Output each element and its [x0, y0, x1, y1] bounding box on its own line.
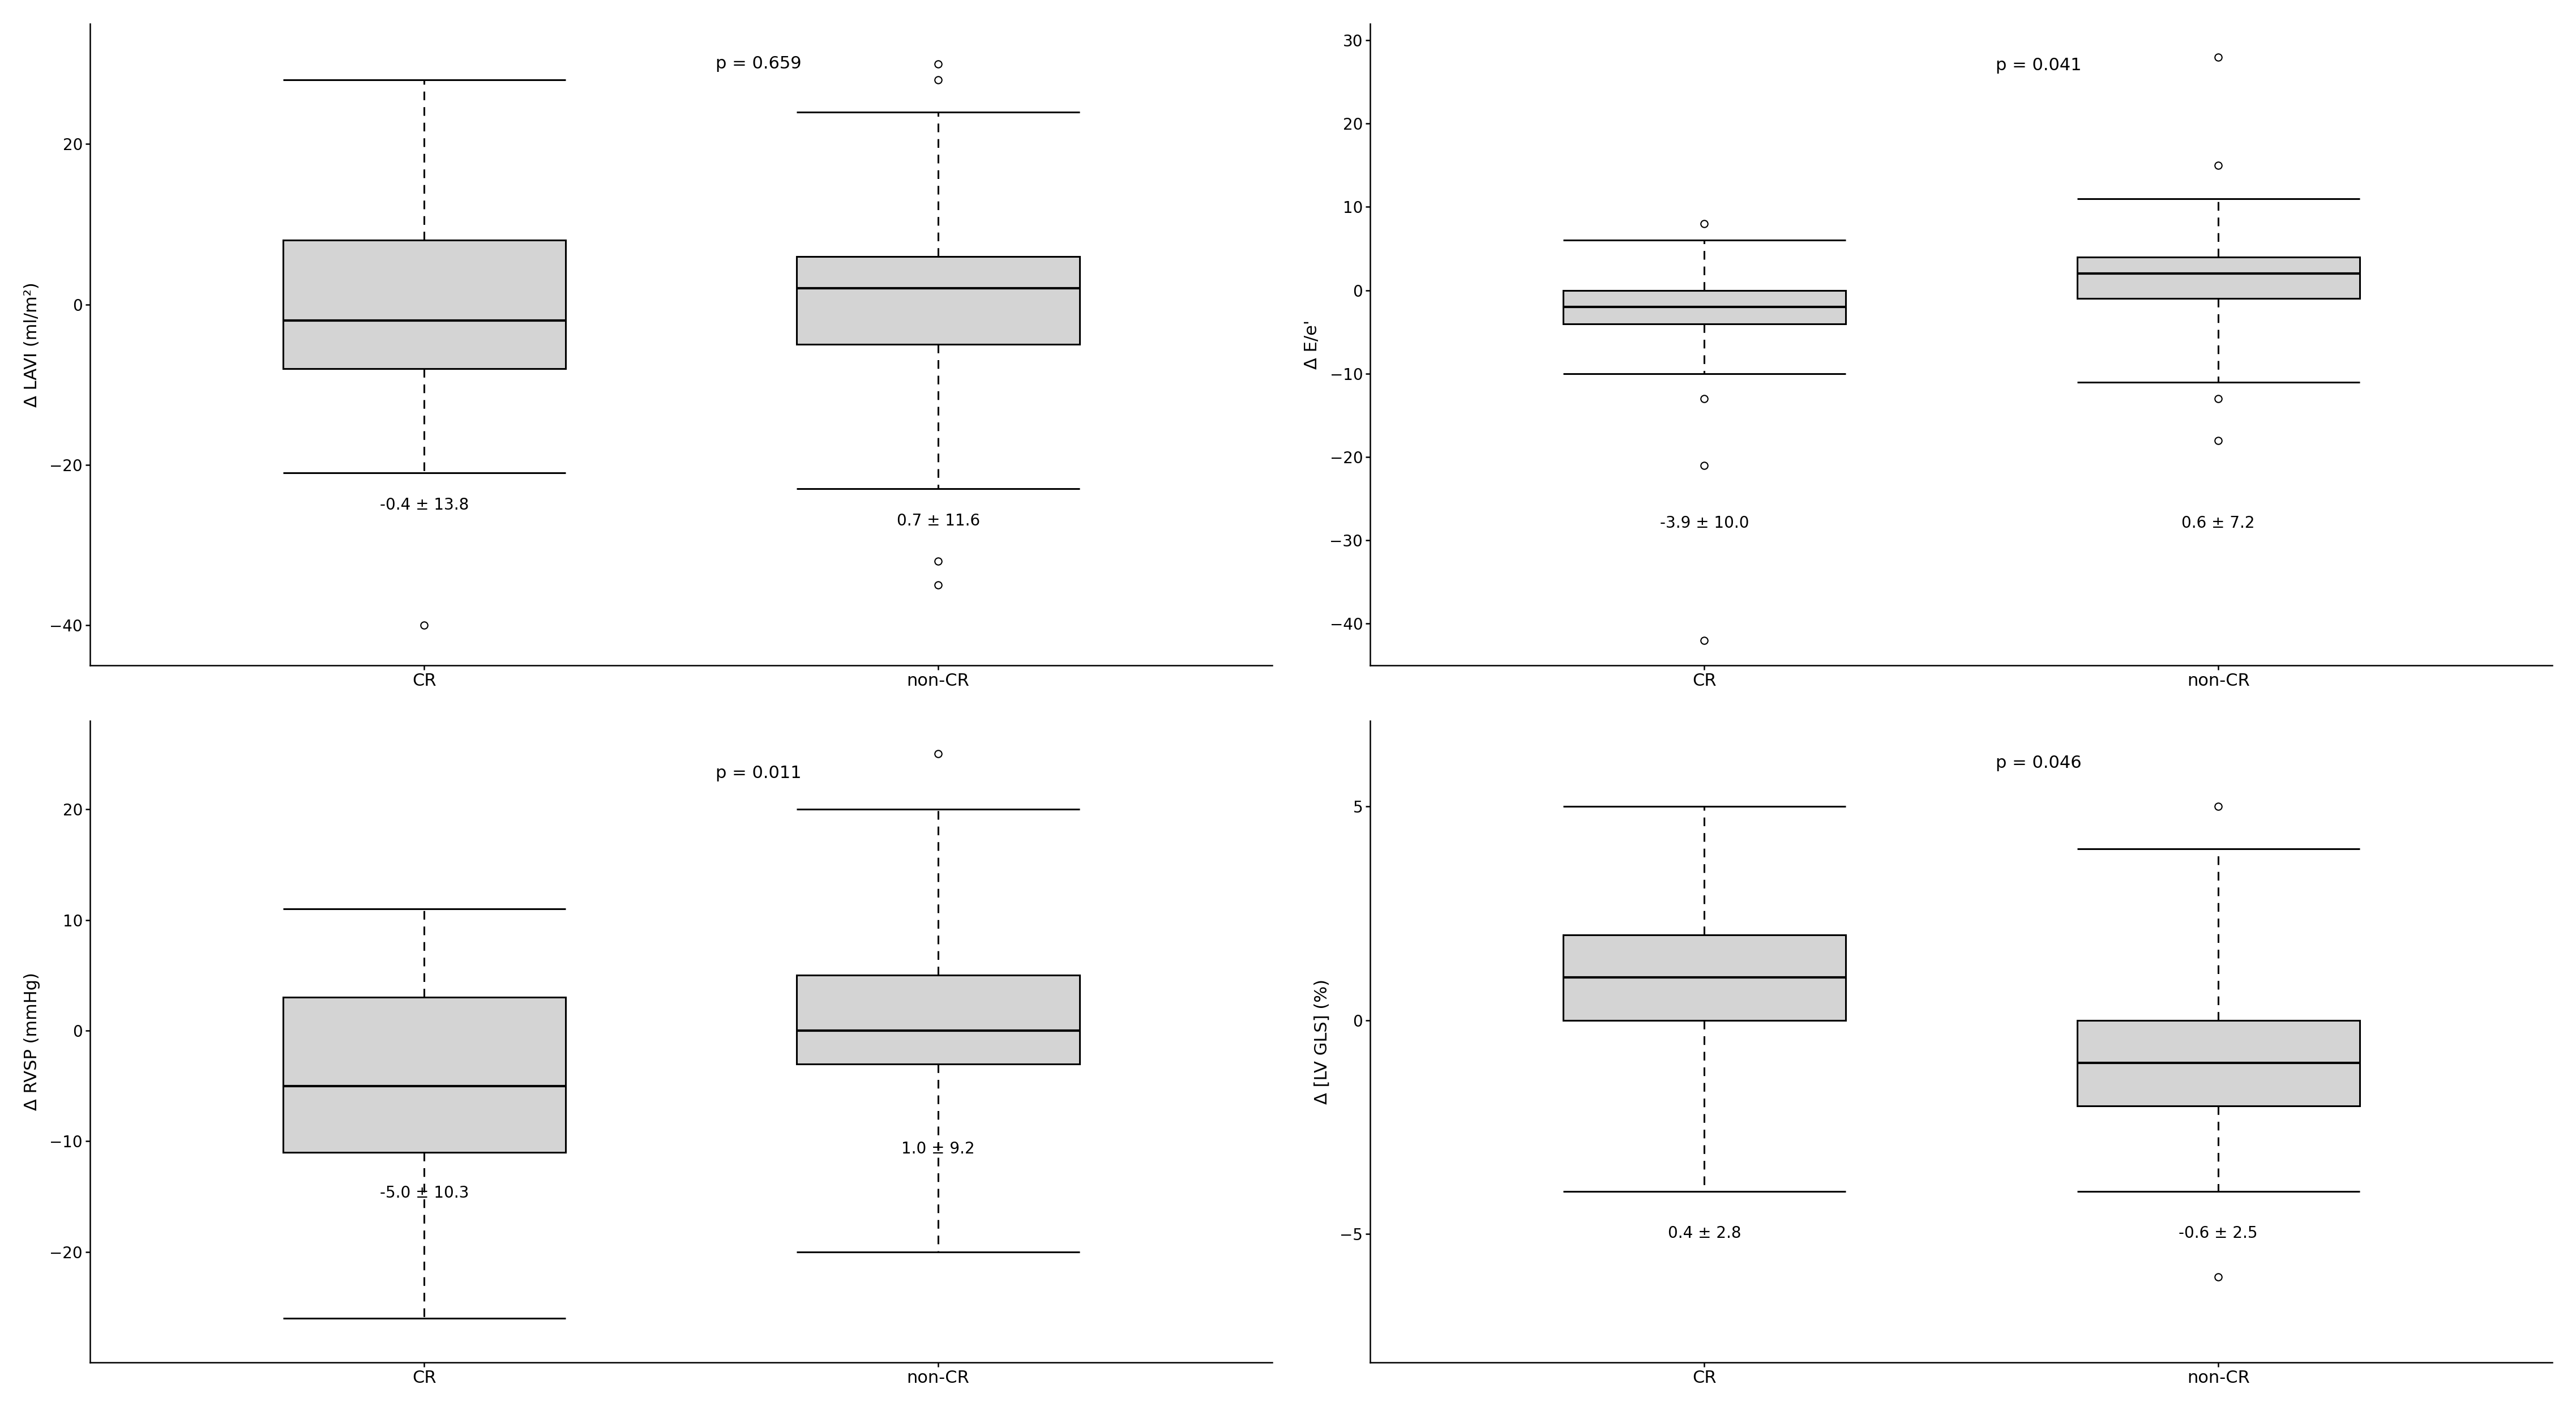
- Text: -0.4 ± 13.8: -0.4 ± 13.8: [379, 496, 469, 513]
- Text: p = 0.046: p = 0.046: [1996, 754, 2081, 771]
- Text: 0.7 ± 11.6: 0.7 ± 11.6: [896, 513, 979, 529]
- Bar: [283, 997, 567, 1152]
- Text: -3.9 ± 10.0: -3.9 ± 10.0: [1659, 515, 1749, 532]
- Text: p = 0.041: p = 0.041: [1996, 56, 2081, 73]
- Bar: [1564, 290, 1844, 324]
- Text: -0.6 ± 2.5: -0.6 ± 2.5: [2179, 1225, 2257, 1241]
- Y-axis label: Δ [LV GLS] (%): Δ [LV GLS] (%): [1314, 979, 1329, 1104]
- Bar: [2076, 257, 2360, 299]
- Text: 1.0 ± 9.2: 1.0 ± 9.2: [902, 1141, 974, 1158]
- Y-axis label: Δ LAVI (ml/m²): Δ LAVI (ml/m²): [23, 282, 41, 407]
- Bar: [2076, 1021, 2360, 1105]
- Bar: [796, 976, 1079, 1063]
- Y-axis label: Δ RVSP (mmHg): Δ RVSP (mmHg): [23, 973, 41, 1111]
- Text: 0.6 ± 7.2: 0.6 ± 7.2: [2182, 515, 2254, 532]
- Bar: [796, 257, 1079, 344]
- Y-axis label: Δ E/e': Δ E/e': [1303, 320, 1319, 369]
- Text: 0.4 ± 2.8: 0.4 ± 2.8: [1667, 1225, 1741, 1241]
- Text: p = 0.011: p = 0.011: [716, 766, 801, 781]
- Bar: [283, 240, 567, 368]
- Text: p = 0.659: p = 0.659: [716, 55, 801, 72]
- Bar: [1564, 935, 1844, 1021]
- Text: -5.0 ± 10.3: -5.0 ± 10.3: [379, 1186, 469, 1201]
